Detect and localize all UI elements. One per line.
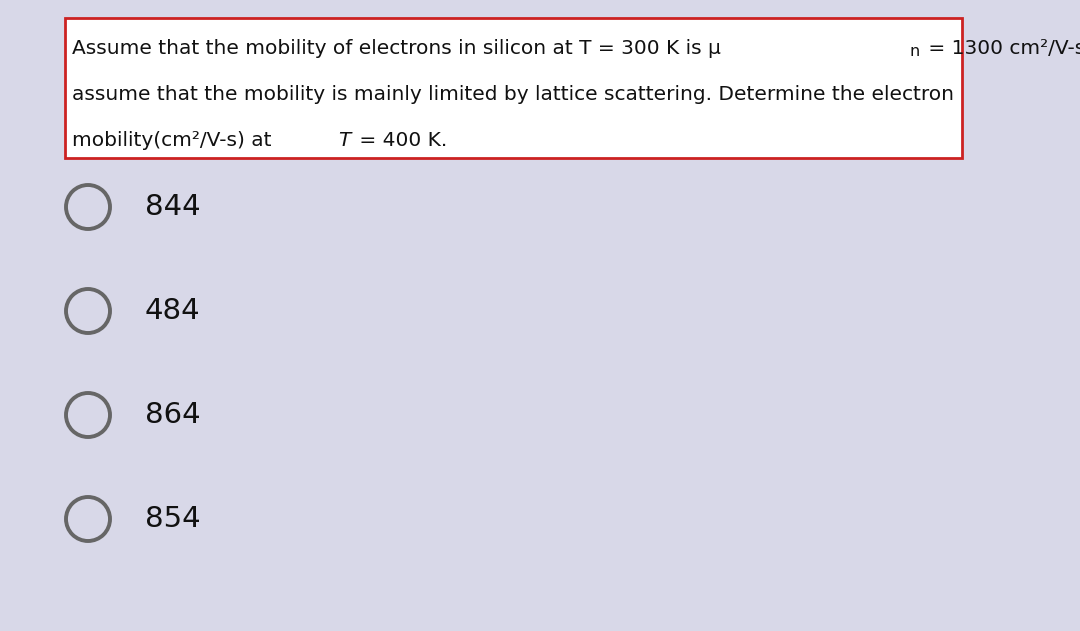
Text: 864: 864 [145,401,201,429]
Text: = 1300 cm²/V-s. Also: = 1300 cm²/V-s. Also [922,38,1080,57]
Text: = 400 K.: = 400 K. [353,131,448,150]
Text: 484: 484 [145,297,201,325]
FancyBboxPatch shape [65,18,962,158]
Text: mobility(cm²/V-s) at: mobility(cm²/V-s) at [72,131,278,150]
Text: 854: 854 [145,505,201,533]
Text: n: n [909,45,919,59]
Text: Assume that the mobility of electrons in silicon at T = 300 K is μ: Assume that the mobility of electrons in… [72,38,720,57]
Text: 844: 844 [145,193,201,221]
Text: assume that the mobility is mainly limited by lattice scattering. Determine the : assume that the mobility is mainly limit… [72,85,954,103]
Text: T: T [338,131,350,150]
